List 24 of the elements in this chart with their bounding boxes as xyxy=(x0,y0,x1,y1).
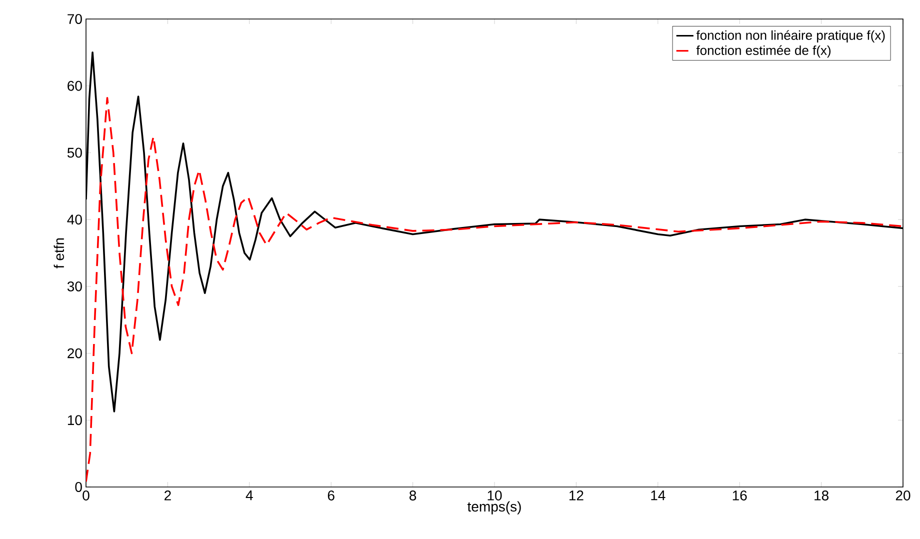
x-tick-label: 4 xyxy=(246,490,253,500)
y-tick-label: 40 xyxy=(67,214,82,225)
legend-label: fonction non linéaire pratique f(x) xyxy=(696,30,885,42)
line-series xyxy=(86,96,904,483)
y-tick-label: 50 xyxy=(67,148,82,158)
y-tick-label: 60 xyxy=(68,80,82,91)
y-tick-label: 20 xyxy=(68,348,82,358)
y-tick-label: 30 xyxy=(67,281,82,292)
x-tick-label: 6 xyxy=(328,490,334,500)
y-tick-label: 0 xyxy=(75,482,82,492)
x-tick-label: 8 xyxy=(410,490,416,500)
y-axis-title: f etfn xyxy=(54,238,64,268)
x-tick-label: 18 xyxy=(814,490,828,500)
x-tick-label: 10 xyxy=(488,490,502,500)
x-tick-label: 0 xyxy=(82,490,90,500)
legend-label: fonction estimée de f(x) xyxy=(696,45,831,58)
x-tick-label: 2 xyxy=(164,490,171,500)
x-axis-title: temps(s) xyxy=(468,501,521,514)
x-tick-label: 12 xyxy=(569,490,584,500)
y-tick-label: 70 xyxy=(68,14,82,24)
x-tick-label: 14 xyxy=(651,490,666,500)
x-tick-label: 16 xyxy=(732,490,747,500)
y-tick-label: 10 xyxy=(68,415,82,426)
x-tick-label: 20 xyxy=(896,490,910,500)
